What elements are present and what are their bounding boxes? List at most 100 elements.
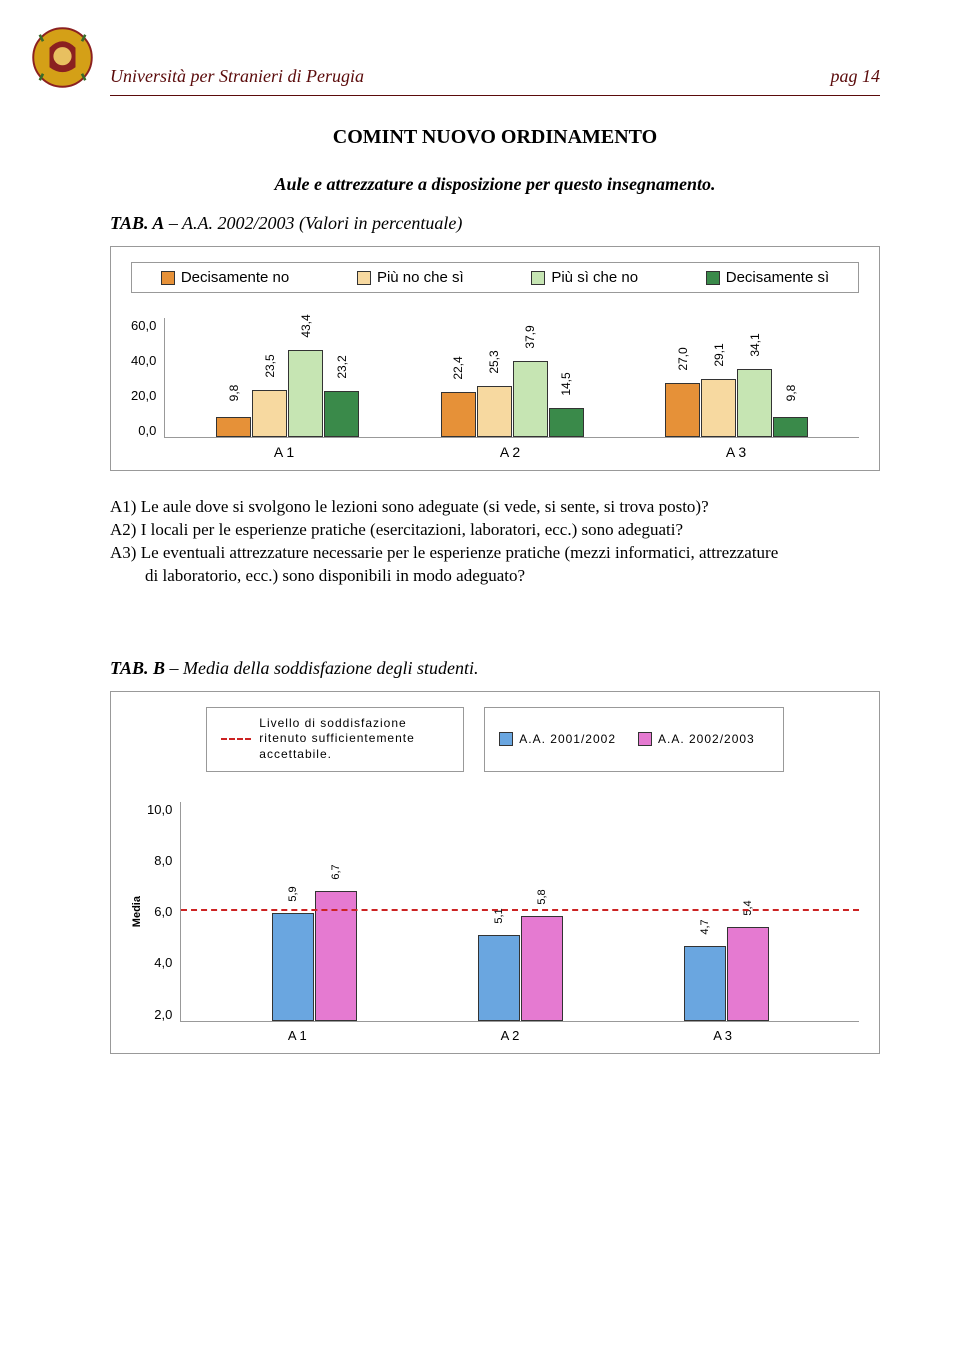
chart-b-y-label: Media <box>131 896 143 927</box>
question-line: A1) Le aule dove si svolgono le lezioni … <box>110 496 880 519</box>
bar-group: 4,75,4 <box>684 927 769 1021</box>
chart-b-y-axis: 10,08,06,04,02,0 <box>147 802 180 1022</box>
tab-a-label-rest: – A.A. 2002/2003 (Valori in percentuale) <box>164 213 462 233</box>
chart-a-plot-area: 60,040,020,00,0 9,823,543,423,222,425,33… <box>131 318 859 438</box>
page-content: COMINT NUOVO ORDINAMENTO Aule e attrezza… <box>0 96 960 1109</box>
chart-a-y-axis: 60,040,020,00,0 <box>131 318 164 438</box>
bar-value: 9,8 <box>227 385 241 402</box>
document-subtitle: Aule e attrezzature a disposizione per q… <box>110 174 880 195</box>
bar: 5,4 <box>727 927 769 1021</box>
bar-group: 27,029,134,19,8 <box>665 369 808 437</box>
chart-a-container: Decisamente no Più no che sì Più sì che no… <box>110 246 880 471</box>
chart-b-plot-area: Media 10,08,06,04,02,0 5,96,75,15,84,75,… <box>131 802 859 1022</box>
legend-swatch <box>357 271 371 285</box>
x-tick: A 1 <box>274 444 294 460</box>
legend-item: Decisamente sì <box>706 269 829 286</box>
legend-label: Più sì che no <box>551 269 638 286</box>
page-number: pag 14 <box>831 66 881 90</box>
bar-group: 5,15,8 <box>478 916 563 1021</box>
x-tick: A 2 <box>501 1028 520 1043</box>
bar-value: 34,1 <box>748 333 762 356</box>
tab-b-label-rest: – Media della soddisfazione degli studen… <box>165 658 478 678</box>
threshold-legend-text: Livello di soddisfazione ritenuto suffic… <box>259 716 449 763</box>
tab-a-caption: TAB. A – A.A. 2002/2003 (Valori in perce… <box>110 213 880 234</box>
legend-swatch <box>638 732 652 746</box>
y-tick: 60,0 <box>131 318 156 333</box>
y-tick: 40,0 <box>131 353 156 368</box>
bar-value: 9,8 <box>784 385 798 402</box>
question-line: A2) I locali per le esperienze pratiche … <box>110 519 880 542</box>
legend-label: Decisamente no <box>181 269 289 286</box>
bar: 9,8 <box>773 417 808 437</box>
bar-value: 25,3 <box>487 351 501 374</box>
chart-a-legend: Decisamente no Più no che sì Più sì che no… <box>131 262 859 293</box>
bar-value: 23,5 <box>263 354 277 377</box>
university-name: Università per Stranieri di Perugia <box>110 66 831 90</box>
chart-a-plot: 9,823,543,423,222,425,337,914,527,029,13… <box>164 318 859 438</box>
bar: 5,9 <box>272 913 314 1020</box>
bar: 4,7 <box>684 946 726 1020</box>
threshold-line <box>181 909 859 911</box>
bar: 5,1 <box>478 935 520 1020</box>
tab-a-label: TAB. A <box>110 213 164 233</box>
chart-b-legend-row: Livello di soddisfazione ritenuto suffic… <box>131 707 859 772</box>
question-list: A1) Le aule dove si svolgono le lezioni … <box>110 496 880 588</box>
legend-label: A.A. 2001/2002 <box>519 732 616 746</box>
bar: 34,1 <box>737 369 772 437</box>
bar-value: 4,7 <box>699 920 711 935</box>
bar: 23,5 <box>252 390 287 437</box>
threshold-legend: Livello di soddisfazione ritenuto suffic… <box>206 707 464 772</box>
y-tick: 2,0 <box>147 1007 172 1022</box>
bar-value: 29,1 <box>712 343 726 366</box>
chart-b-series-legend: A.A. 2001/2002 A.A. 2002/2003 <box>484 707 783 772</box>
legend-item: Più no che sì <box>357 269 464 286</box>
tab-b-label: TAB. B <box>110 658 165 678</box>
tab-b-caption: TAB. B – Media della soddisfazione degli… <box>110 658 880 679</box>
bar-group: 5,96,7 <box>272 891 357 1020</box>
y-tick: 4,0 <box>147 955 172 970</box>
chart-b-plot: 5,96,75,15,84,75,4 <box>180 802 859 1022</box>
y-tick: 8,0 <box>147 853 172 868</box>
y-tick: 6,0 <box>147 904 172 919</box>
bar: 14,5 <box>549 408 584 437</box>
chart-b-x-axis: A 1 A 2 A 3 <box>131 1028 859 1043</box>
bar: 27,0 <box>665 383 700 437</box>
legend-swatch <box>161 271 175 285</box>
bar-group: 22,425,337,914,5 <box>441 361 584 437</box>
bar: 6,7 <box>315 891 357 1020</box>
bar: 23,2 <box>324 391 359 437</box>
legend-label: A.A. 2002/2003 <box>658 732 755 746</box>
document-title: COMINT NUOVO ORDINAMENTO <box>110 126 880 149</box>
bar-value: 5,9 <box>287 887 299 902</box>
page-header: Università per Stranieri di Perugia pag … <box>0 0 960 95</box>
bar-value: 5,1 <box>493 909 505 924</box>
bar: 22,4 <box>441 392 476 437</box>
legend-label: Decisamente sì <box>726 269 829 286</box>
bar: 29,1 <box>701 379 736 437</box>
x-tick: A 3 <box>726 444 746 460</box>
legend-swatch <box>706 271 720 285</box>
bar-value: 43,4 <box>299 315 313 338</box>
bar-value: 37,9 <box>523 326 537 349</box>
legend-item: A.A. 2002/2003 <box>638 732 755 746</box>
x-tick: A 2 <box>500 444 520 460</box>
bar-value: 6,7 <box>330 865 342 880</box>
legend-swatch <box>499 732 513 746</box>
chart-b-container: Livello di soddisfazione ritenuto suffic… <box>110 691 880 1054</box>
x-tick: A 3 <box>713 1028 732 1043</box>
chart-a-x-axis: A 1 A 2 A 3 <box>131 444 859 460</box>
bar: 37,9 <box>513 361 548 437</box>
legend-item: Più sì che no <box>531 269 638 286</box>
question-line: di laboratorio, ecc.) sono disponibili i… <box>110 565 880 588</box>
bar-value: 27,0 <box>676 347 690 370</box>
legend-swatch <box>531 271 545 285</box>
bar: 43,4 <box>288 350 323 437</box>
legend-item: Decisamente no <box>161 269 289 286</box>
bar-group: 9,823,543,423,2 <box>216 350 359 437</box>
bar-value: 22,4 <box>451 357 465 380</box>
dash-line-icon <box>221 738 251 740</box>
legend-label: Più no che sì <box>377 269 464 286</box>
university-crest-icon <box>30 25 95 90</box>
bar: 25,3 <box>477 386 512 437</box>
x-tick: A 1 <box>288 1028 307 1043</box>
